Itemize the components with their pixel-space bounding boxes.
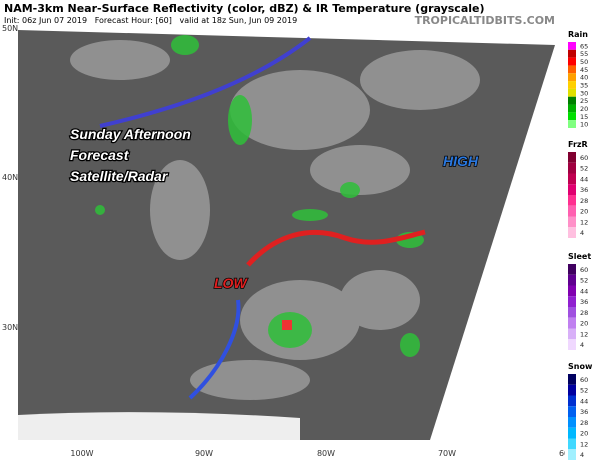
legend-tick: 60: [580, 376, 588, 384]
legend-tick: 15: [580, 113, 588, 121]
legend-swatch: [568, 73, 576, 82]
legend-title: FrzR: [568, 140, 588, 149]
front-north: [99, 36, 312, 128]
legend: Rain6555504540353025201510FrzR6052443628…: [565, 28, 600, 464]
legend-swatch: [568, 120, 576, 128]
lon-label: 80W: [317, 449, 335, 458]
legend-swatch: [568, 374, 576, 385]
lon-label: 90W: [195, 449, 213, 458]
annotation: Sunday Afternoon: [70, 126, 191, 142]
legend-tick: 20: [580, 320, 588, 328]
legend-swatch: [568, 112, 576, 121]
legend-title: Rain: [568, 30, 588, 39]
legend-tick: 25: [580, 97, 588, 105]
legend-tick: 30: [580, 89, 588, 97]
lon-label: 70W: [438, 449, 456, 458]
legend-tick: 36: [580, 298, 588, 306]
legend-tick: 52: [580, 387, 588, 395]
legend-tick: 60: [580, 266, 588, 274]
legend-tick: 52: [580, 165, 588, 173]
legend-swatch: [568, 152, 576, 163]
legend-swatch: [568, 88, 576, 97]
lon-label: 100W: [70, 449, 93, 458]
legend-swatch: [568, 296, 576, 307]
legend-swatch: [568, 162, 576, 174]
legend-swatch: [568, 57, 576, 66]
legend-swatch: [568, 227, 576, 238]
legend-tick: 60: [580, 154, 588, 162]
legend-tick: 36: [580, 408, 588, 416]
legend-swatch: [568, 438, 576, 450]
legend-swatch: [568, 328, 576, 340]
legend-tick: 12: [580, 218, 588, 226]
legend-swatch: [568, 417, 576, 428]
legend-tick: 52: [580, 277, 588, 285]
legend-tick: 10: [580, 121, 588, 129]
legend-tick: 35: [580, 82, 588, 90]
legend-title: Sleet: [568, 252, 591, 261]
legend-tick: 45: [580, 66, 588, 74]
legend-tick: 65: [580, 42, 588, 50]
legend-swatch: [568, 317, 576, 329]
legend-swatch: [568, 285, 576, 297]
title: NAM-3km Near-Surface Reflectivity (color…: [4, 2, 485, 15]
legend-tick: 36: [580, 186, 588, 194]
legend-swatch: [568, 81, 576, 89]
legend-swatch: [568, 395, 576, 407]
legend-swatch: [568, 339, 576, 350]
legend-tick: 4: [580, 341, 584, 349]
low-label: LOW: [214, 275, 248, 291]
legend-tick: 44: [580, 397, 588, 405]
legend-swatch: [568, 42, 576, 50]
legend-swatch: [568, 49, 576, 58]
lat-label: 50N: [2, 24, 18, 33]
legend-tick: 28: [580, 197, 588, 205]
map-domain: [18, 30, 555, 440]
lat-labels: 50N 40N 30N: [2, 24, 18, 332]
legend-tick: 20: [580, 105, 588, 113]
annotation: Forecast: [70, 147, 130, 163]
legend-tick: 28: [580, 309, 588, 317]
legend-swatch: [568, 104, 576, 113]
front-south: [188, 299, 241, 400]
legend-tick: 28: [580, 419, 588, 427]
legend-tick: 44: [580, 287, 588, 295]
legend-tick: 20: [580, 430, 588, 438]
legend-swatch: [568, 406, 576, 417]
lat-label: 30N: [2, 323, 18, 332]
legend-tick: 4: [580, 229, 584, 237]
legend-tick: 20: [580, 208, 588, 216]
subtitle: Init: 06z Jun 07 2019 Forecast Hour: [60…: [4, 16, 297, 25]
legend-swatch: [568, 274, 576, 286]
legend-swatch: [568, 96, 576, 105]
heavy-echo: [282, 320, 292, 330]
legend-tick: 12: [580, 440, 588, 448]
legend-swatch: [568, 384, 576, 396]
legend-tick: 44: [580, 175, 588, 183]
legend-title: Snow: [568, 362, 593, 371]
legend-tick: 12: [580, 330, 588, 338]
legend-swatch: [568, 449, 576, 460]
annotation: Satellite/Radar: [70, 168, 169, 184]
legend-tick: 50: [580, 58, 588, 66]
legend-tick: 40: [580, 74, 588, 82]
front-warm: [246, 229, 426, 267]
domain-edge: [18, 412, 300, 440]
clouds: [70, 40, 480, 400]
legend-swatch: [568, 173, 576, 185]
watermark: TROPICALTIDBITS.COM: [415, 14, 555, 27]
legend-swatch: [568, 307, 576, 318]
legend-swatch: [568, 184, 576, 195]
legend-swatch: [568, 65, 576, 74]
legend-swatch: [568, 427, 576, 439]
high-label: HIGH: [443, 153, 479, 169]
legend-swatch: [568, 195, 576, 206]
legend-swatch: [568, 205, 576, 217]
legend-swatch: [568, 264, 576, 275]
lat-label: 40N: [2, 173, 18, 182]
legend-tick: 55: [580, 50, 588, 58]
legend-tick: 4: [580, 451, 584, 459]
legend-swatch: [568, 216, 576, 228]
